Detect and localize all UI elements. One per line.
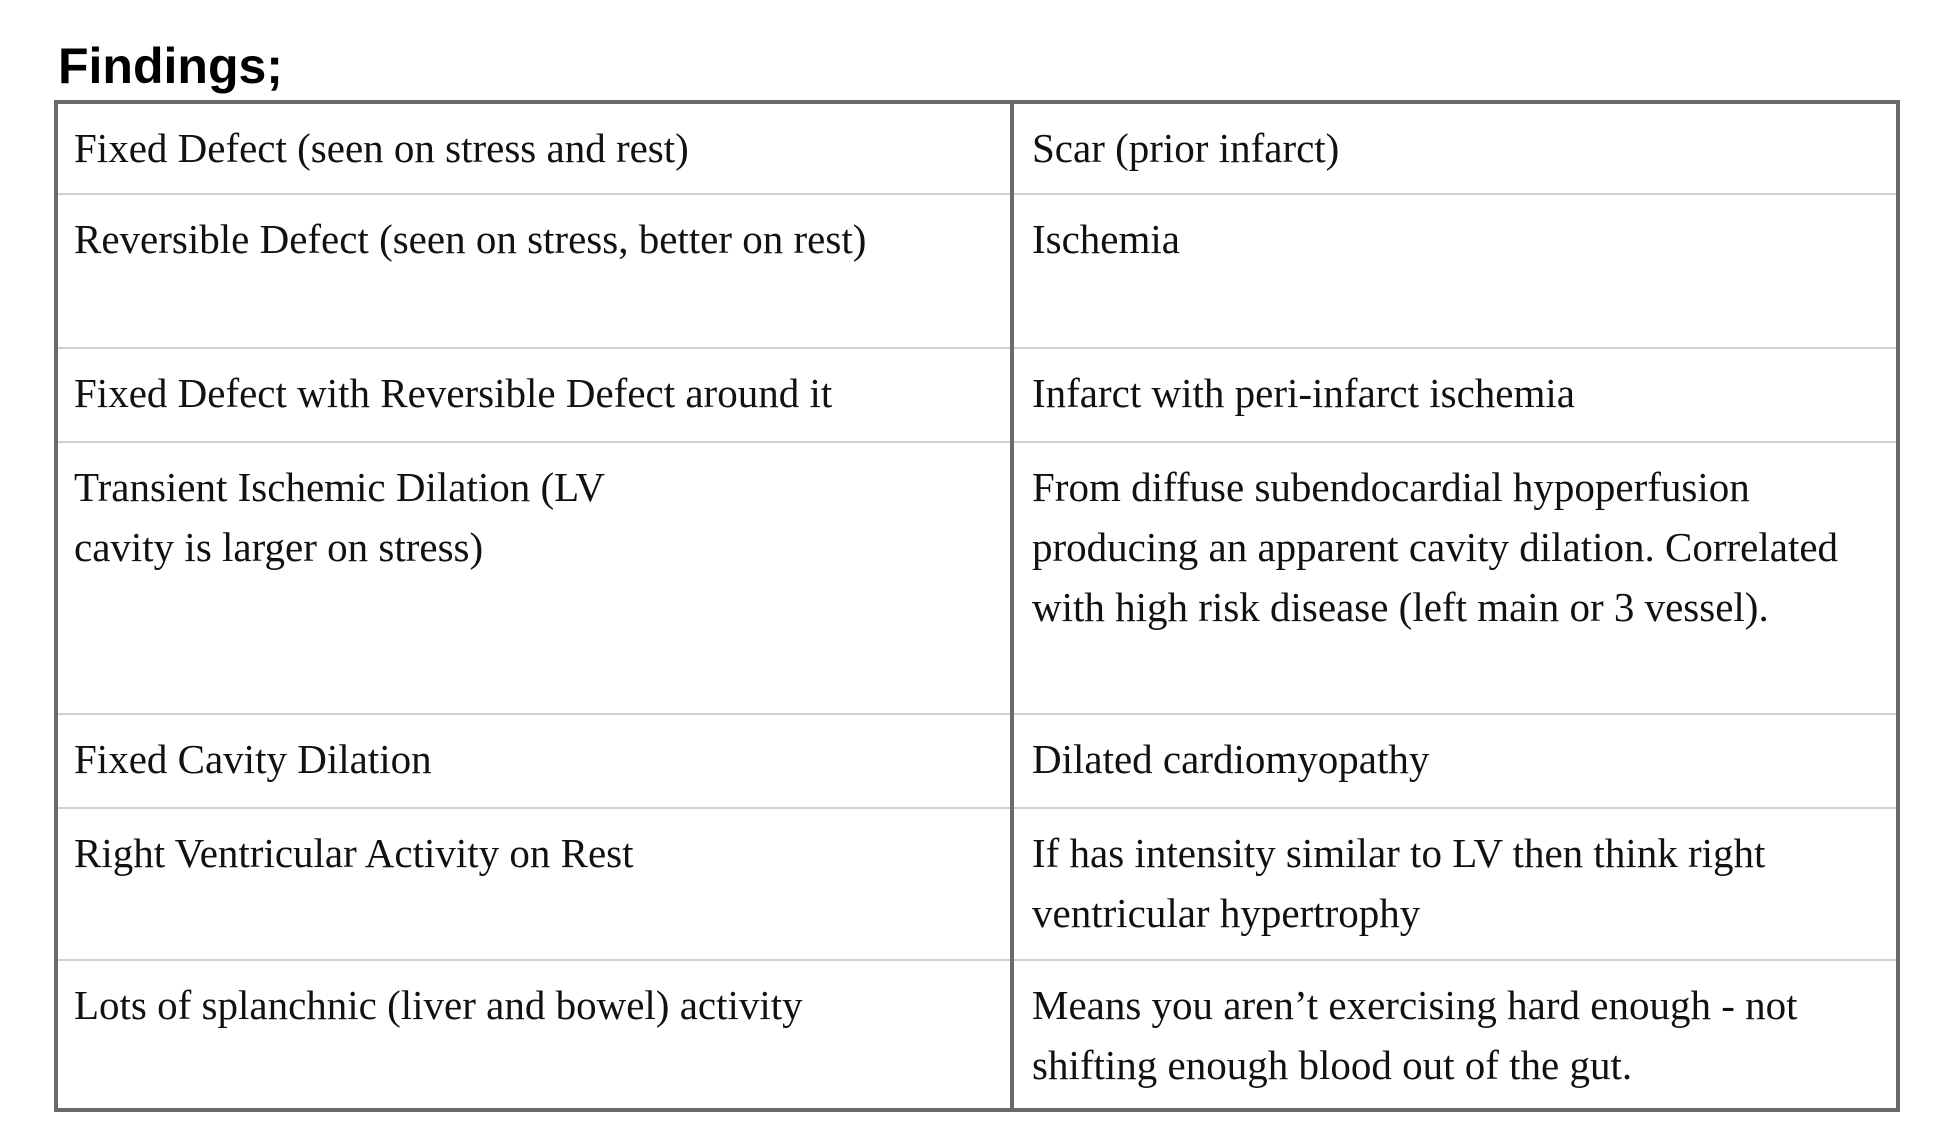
finding-cell: Transient Ischemic Dilation (LV cavity i… — [56, 441, 1014, 714]
finding-cell: Lots of splanchnic (liver and bowel) act… — [56, 959, 1014, 1110]
meaning-cell: Infarct with peri-infarct ischemia — [1012, 347, 1898, 442]
meaning-cell: Ischemia — [1012, 193, 1898, 348]
table-row: Fixed Defect with Reversible Defect arou… — [56, 347, 1898, 442]
finding-cell: Fixed Cavity Dilation — [56, 713, 1014, 808]
findings-table: Fixed Defect (seen on stress and rest) S… — [54, 100, 1900, 1112]
finding-cell: Fixed Defect (seen on stress and rest) — [56, 102, 1014, 194]
meaning-cell: Scar (prior infarct) — [1032, 125, 1340, 171]
finding-cell: Fixed Defect with Reversible Defect arou… — [56, 347, 1014, 442]
meaning-cell: If has intensity similar to LV then thin… — [1012, 807, 1898, 960]
finding-cell: Right Ventricular Activity on Rest — [56, 807, 1014, 960]
table-row: Lots of splanchnic (liver and bowel) act… — [56, 959, 1898, 1110]
meaning-cell: From diffuse subendocardial hypoperfusio… — [1012, 441, 1898, 714]
finding-cell: Reversible Defect (seen on stress, bette… — [56, 193, 1014, 348]
table-row: Transient Ischemic Dilation (LV cavity i… — [56, 441, 1898, 714]
meaning-cell: Means you aren’t exercising hard enough … — [1012, 959, 1898, 1110]
table-row: Reversible Defect (seen on stress, bette… — [56, 193, 1898, 348]
table-row: Fixed Defect (seen on stress and rest) S… — [56, 102, 1898, 194]
table-row: Fixed Cavity Dilation Dilated cardiomyop… — [56, 713, 1898, 808]
meaning-cell: Dilated cardiomyopathy — [1012, 713, 1898, 808]
table-row: Right Ventricular Activity on Rest If ha… — [56, 807, 1898, 960]
findings-heading: Findings; — [58, 38, 283, 94]
